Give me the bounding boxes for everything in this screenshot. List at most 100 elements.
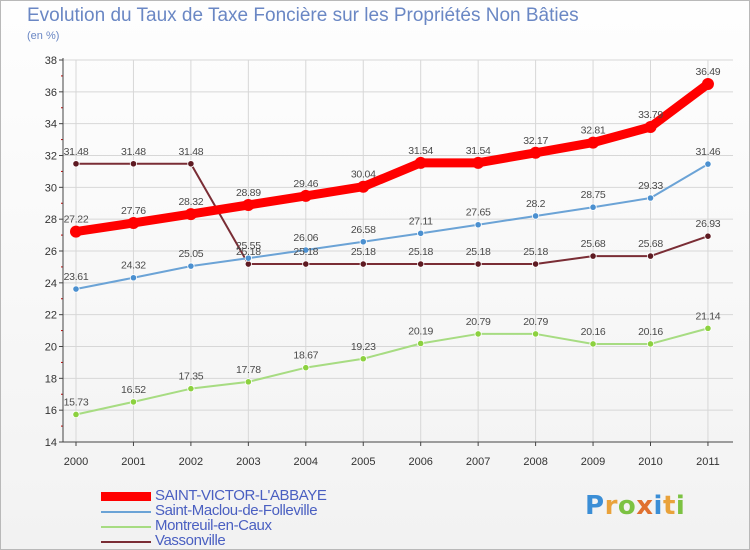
series-4-label-0: 31.48 (64, 146, 89, 158)
y-tick-label-3: 20 (45, 342, 57, 354)
series-1-label-10: 33.79 (638, 109, 663, 121)
series-1-label-7: 31.54 (466, 145, 491, 157)
legend-label-1: SAINT-VICTOR-L'ABBAYE (155, 487, 327, 504)
series-4-label-10: 25.68 (638, 238, 663, 250)
series-3-label-3: 17.78 (236, 364, 261, 376)
series-3-point-11 (704, 324, 712, 332)
series-1-label-2: 28.32 (179, 196, 204, 208)
series-3-point-3 (244, 378, 252, 386)
series-2-label-6: 27.11 (409, 215, 433, 227)
series-3-label-8: 20.79 (523, 316, 548, 328)
series-3-label-9: 20.16 (581, 326, 606, 338)
series-2-label-10: 29.33 (638, 180, 663, 192)
series-1-label-8: 32.17 (523, 135, 548, 147)
series-2-point-1 (129, 274, 138, 282)
legend-label-4: Vassonville (155, 532, 226, 549)
legend-swatch-3 (101, 526, 151, 528)
legend-label-3: Montreuil-en-Caux (155, 517, 272, 534)
series-2-point-8 (531, 212, 540, 220)
x-tick-label-9: 2009 (581, 456, 605, 468)
series-2-label-9: 28.75 (581, 189, 606, 201)
y-tick-label-2: 18 (45, 373, 57, 385)
series-line-4 (75, 162, 709, 266)
series-3-label-11: 21.14 (696, 310, 721, 322)
series-3-label-2: 17.35 (179, 371, 204, 383)
series-3-label-6: 20.19 (408, 325, 433, 337)
chart-title: Evolution du Taux de Taxe Foncière sur l… (27, 5, 579, 26)
x-tick-label-3: 2003 (236, 456, 260, 468)
legend-swatch-2 (101, 511, 151, 513)
x-tick-label-1: 2001 (121, 456, 145, 468)
series-4-point-5 (359, 260, 367, 268)
series-3-point-0 (72, 410, 80, 419)
series-4-point-6 (417, 260, 425, 268)
legend-label-2: Saint-Maclou-de-Folleville (155, 502, 318, 519)
logo-letter-6: i (675, 491, 686, 521)
logo-letter-3: x (636, 491, 654, 521)
y-tick-label-9: 32 (45, 151, 57, 163)
y-tick-label-10: 34 (45, 119, 57, 131)
series-4-point-3 (244, 260, 252, 268)
series-line-3 (75, 327, 709, 416)
y-tick-label-12: 38 (45, 55, 57, 67)
series-1-point-5 (357, 180, 370, 193)
logo-letter-1: r (604, 491, 618, 521)
series-2-label-3: 25.55 (236, 240, 261, 252)
y-tick-label-1: 16 (45, 405, 57, 417)
series-2-point-11 (704, 160, 712, 168)
series-4-point-9 (589, 252, 597, 260)
series-2-point-9 (589, 203, 597, 211)
series-4-point-10 (646, 252, 655, 260)
series-4-point-7 (474, 260, 482, 268)
series-2-point-10 (646, 194, 655, 202)
series-4-label-6: 25.18 (408, 246, 433, 258)
series-4-point-1 (129, 160, 138, 168)
series-1-label-1: 27.76 (121, 205, 146, 217)
series-1-label-3: 28.89 (236, 187, 261, 199)
y-tick-label-5: 24 (45, 278, 57, 290)
series-1-point-2 (184, 208, 197, 221)
series-4-label-5: 25.18 (351, 246, 376, 258)
x-tick-label-7: 2007 (466, 456, 490, 468)
series-1-label-9: 32.81 (581, 125, 606, 137)
logo-letter-0: P (585, 491, 605, 521)
legend-swatch-4 (101, 541, 151, 543)
series-1-point-0 (70, 225, 82, 238)
series-2-label-0: 23.61 (64, 271, 89, 283)
x-tick-label-5: 2005 (351, 456, 375, 468)
series-1-point-6 (414, 156, 427, 169)
series-line-2 (75, 163, 709, 291)
series-4-label-1: 31.48 (121, 146, 146, 158)
series-3-label-7: 20.79 (466, 316, 491, 328)
series-3-point-9 (589, 340, 597, 348)
x-tick-label-6: 2006 (408, 456, 432, 468)
legend-swatch-1 (101, 492, 151, 501)
x-tick-label-8: 2008 (523, 456, 547, 468)
series-4-label-3: 25.18 (236, 246, 261, 258)
y-tick-label-7: 28 (45, 214, 57, 226)
series-1-point-7 (472, 156, 485, 169)
series-1-point-1 (127, 216, 140, 229)
series-3-point-8 (531, 330, 540, 338)
series-3-point-10 (646, 340, 655, 348)
logo-letter-2: o (617, 491, 637, 521)
x-tick-label-10: 2010 (638, 456, 662, 468)
series-3-point-4 (302, 364, 310, 372)
series-3-label-10: 20.16 (638, 326, 663, 338)
series-2-point-2 (187, 262, 195, 270)
x-tick-label-11: 2011 (696, 456, 720, 468)
series-line-1 (71, 79, 713, 237)
series-1-label-11: 36.49 (696, 66, 721, 78)
series-2-point-5 (359, 238, 367, 246)
series-1-point-10 (644, 121, 657, 134)
series-4-label-8: 25.18 (523, 246, 548, 258)
series-1-label-6: 31.54 (408, 145, 433, 157)
series-1-point-11 (701, 78, 714, 91)
series-4-label-9: 25.68 (581, 238, 606, 250)
series-2-label-4: 26.06 (293, 232, 318, 244)
proxiti-logo: Proxiti (585, 491, 685, 521)
series-1-point-4 (299, 189, 312, 202)
series-1-label-4: 29.46 (293, 178, 318, 190)
series-3-label-4: 18.67 (293, 350, 318, 362)
